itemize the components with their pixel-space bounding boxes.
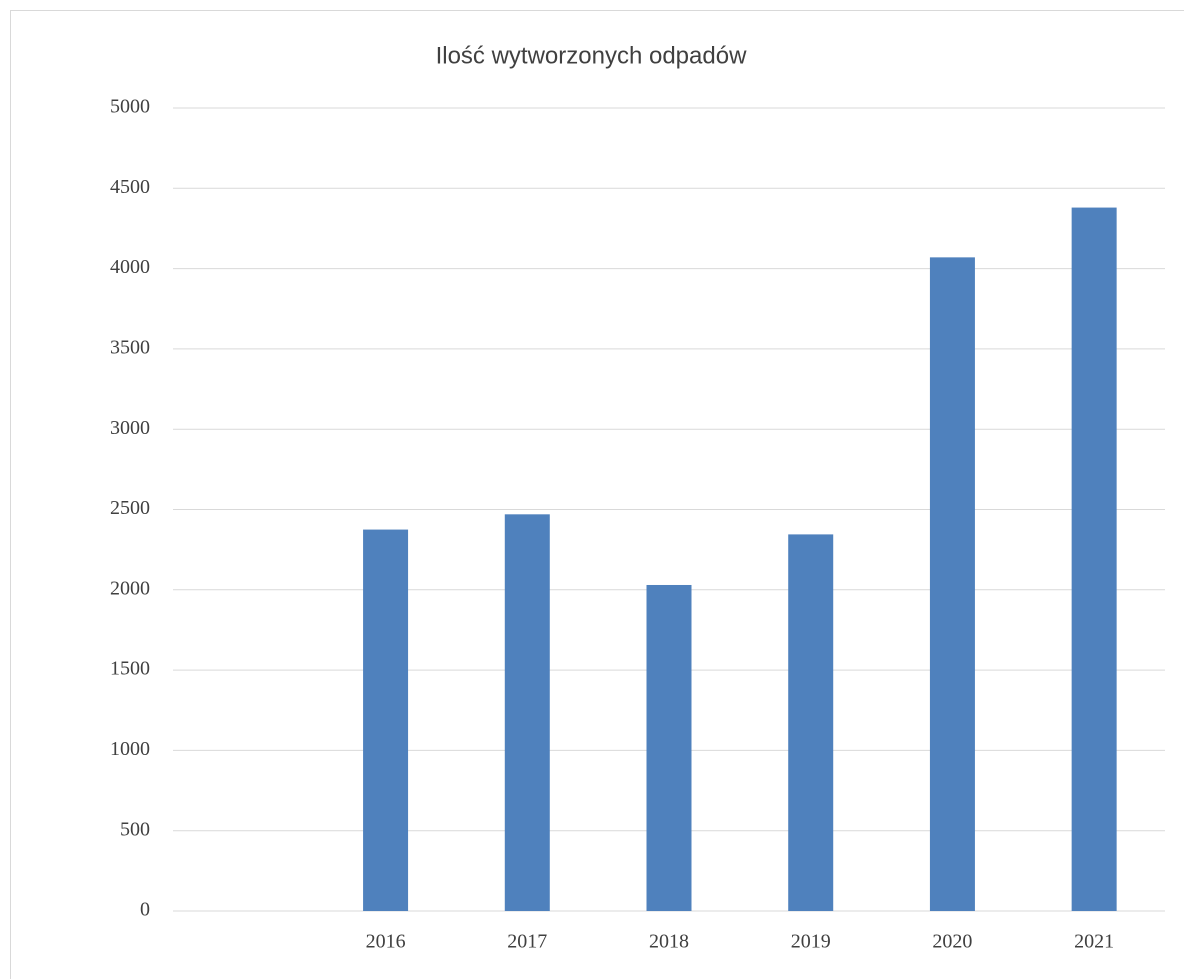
y-tick-label: 1500: [110, 658, 150, 680]
y-tick-label: 2500: [110, 497, 150, 519]
bar: [363, 529, 409, 911]
y-tick-label: 2000: [110, 577, 150, 599]
bar: [1071, 207, 1117, 911]
bar: [788, 534, 834, 911]
x-tick-label: 2021: [1074, 931, 1114, 953]
y-tick-label: 4000: [110, 256, 150, 278]
y-tick-label: 1000: [110, 738, 150, 760]
y-tick-label: 500: [120, 818, 150, 840]
chart-title: Ilość wytworzonych odpadów: [436, 42, 747, 69]
x-tick-label: 2020: [932, 931, 972, 953]
y-tick-label: 5000: [110, 96, 150, 118]
y-tick-label: 4500: [110, 176, 150, 198]
x-tick-label: 2016: [366, 931, 406, 953]
bar: [929, 257, 975, 911]
x-tick-label: 2018: [649, 931, 689, 953]
y-tick-label: 0: [140, 899, 150, 921]
y-tick-label: 3500: [110, 336, 150, 358]
y-tick-label: 3000: [110, 417, 150, 439]
x-tick-label: 2017: [507, 931, 547, 953]
bar: [646, 584, 692, 911]
x-tick-label: 2019: [791, 931, 831, 953]
chart-frame: [10, 10, 1184, 979]
bar: [504, 514, 550, 911]
